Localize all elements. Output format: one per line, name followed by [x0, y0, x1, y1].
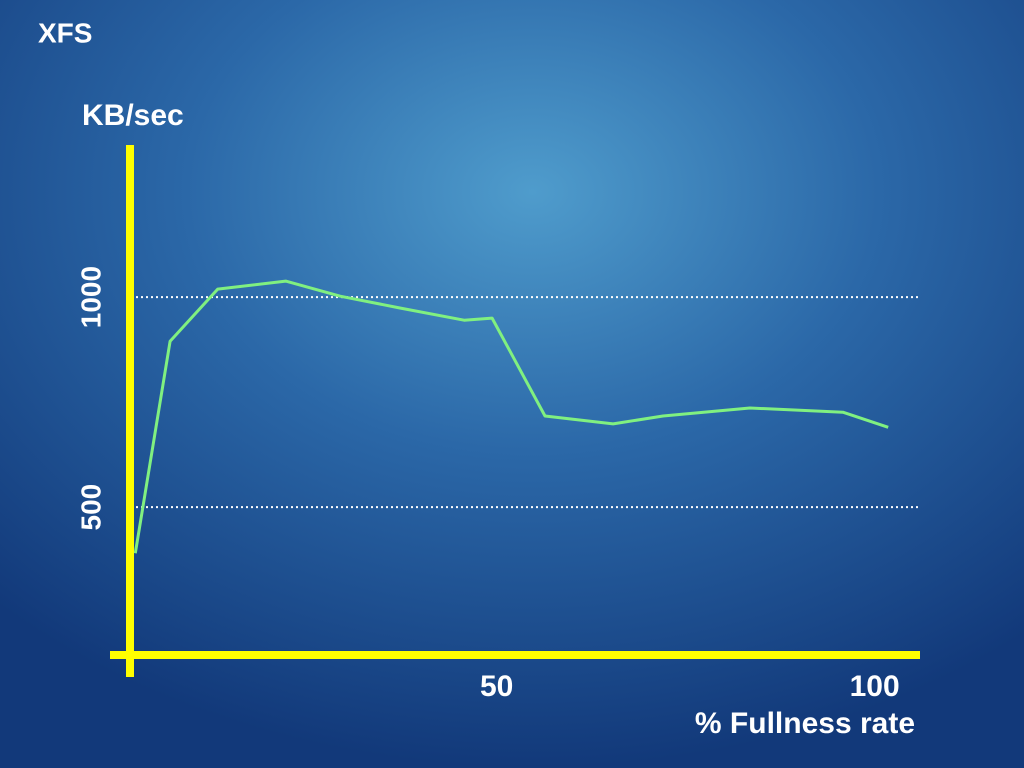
x-axis-label: % Fullness rate [695, 707, 915, 740]
x-tick-label: 100 [850, 670, 900, 703]
plot: 500 1000 50 100 [75, 145, 920, 703]
y-tick-label: 1000 [75, 266, 106, 328]
x-tick-label: 50 [480, 670, 513, 703]
chart-title: XFS [38, 17, 92, 48]
y-tick-label: 500 [75, 484, 106, 531]
y-axis-label: KB/sec [82, 99, 184, 132]
data-line [133, 279, 889, 554]
